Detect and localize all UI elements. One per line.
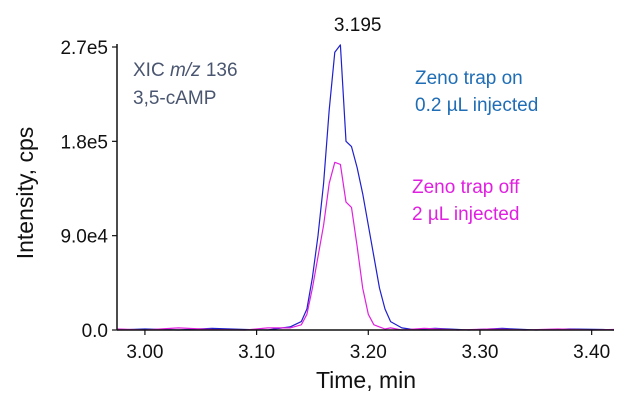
annotation-xic-prefix: XIC: [133, 60, 170, 81]
ticks: 3.00 3.10 3.20 3.30 3.40 0.0 9.0e4 1.8e5 2.7e5: [60, 38, 610, 363]
y-tick-label: 1.8e5: [60, 132, 108, 153]
y-axis-title: Intensity, cps: [12, 127, 38, 260]
annotation-xic: XIC m/z 136: [133, 60, 238, 81]
annotation-compound: 3,5-cAMP: [133, 88, 216, 109]
x-tick-label: 3.00: [126, 342, 163, 363]
peak-label: 3.195: [334, 15, 382, 36]
annotation-mz: m/z: [170, 60, 201, 81]
x-tick-label: 3.10: [238, 342, 275, 363]
series-label-zeno-off-line2: 2 µL injected: [412, 204, 519, 225]
x-axis-title: Time, min: [316, 367, 416, 393]
series-line-zeno-trap-off: [116, 161, 615, 331]
annotation-xic-suffix: 136: [201, 60, 238, 81]
y-tick-label: 0.0: [82, 321, 108, 342]
y-tick-label: 9.0e4: [60, 227, 108, 248]
series-label-zeno-off-line1: Zeno trap off: [412, 177, 520, 198]
x-tick-label: 3.40: [573, 342, 610, 363]
x-tick-label: 3.20: [350, 342, 387, 363]
x-tick-label: 3.30: [461, 342, 498, 363]
series-label-zeno-on-line2: 0.2 µL injected: [415, 95, 538, 116]
series-label-zeno-on-line1: Zeno trap on: [415, 68, 523, 89]
axes: [116, 44, 614, 331]
y-tick-label: 2.7e5: [60, 38, 108, 59]
